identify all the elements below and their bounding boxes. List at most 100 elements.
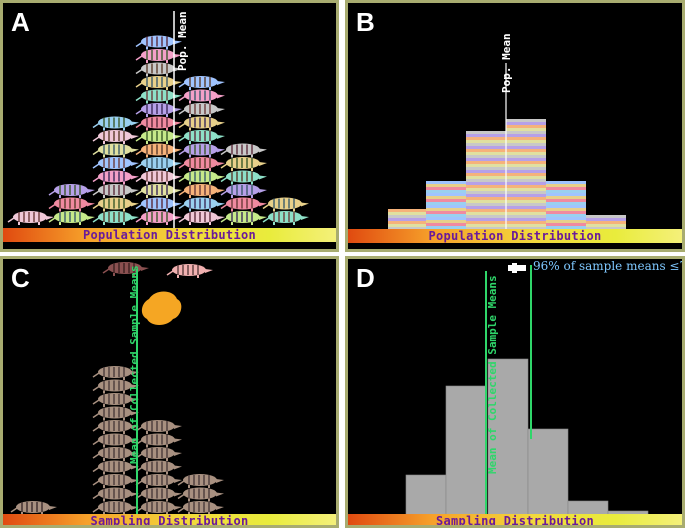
armadillo-icon — [135, 130, 182, 144]
histogram-bar — [445, 385, 487, 516]
armadillo-icon — [220, 184, 267, 198]
armadillo-icon — [92, 211, 139, 225]
panel-label: C — [11, 263, 30, 293]
sampling-histogram — [405, 263, 649, 516]
armadillo-icon — [178, 197, 225, 212]
armadillo-icon — [92, 447, 139, 461]
armadillo-icon — [92, 460, 139, 475]
armadillo-icon — [178, 170, 225, 185]
armadillo-icon — [135, 143, 182, 158]
armadillo-icon — [92, 170, 139, 185]
armadillo-icon — [135, 487, 182, 502]
armadillo-icon — [135, 170, 182, 185]
striped-histogram — [388, 63, 626, 230]
histogram-bar — [466, 131, 506, 230]
armadillo-icon — [92, 116, 139, 131]
histogram-bar — [527, 428, 569, 516]
armadillo-icon — [135, 116, 182, 131]
armadillo-icon — [135, 103, 182, 117]
pointing-hand-icon — [508, 263, 526, 273]
armadillo-icon — [92, 420, 139, 434]
armadillo-icon — [220, 197, 267, 212]
armadillo-icon — [178, 157, 225, 171]
armadillo-icon — [220, 211, 267, 225]
histogram-bar — [506, 119, 546, 230]
armadillo-icon — [92, 433, 139, 448]
histogram-bar — [405, 474, 447, 516]
armadillo-icon — [178, 76, 225, 90]
armadillo-icon — [48, 197, 95, 212]
armadillo-icon — [135, 62, 182, 77]
bar-title: Sampling Distribution — [435, 514, 595, 528]
armadillo-icon — [262, 197, 309, 212]
armadillo-icon — [92, 474, 139, 488]
histogram-bar — [426, 181, 466, 229]
armadillo-icon — [92, 143, 139, 158]
armadillo-icon — [92, 393, 139, 407]
panel-c-sampling-pictograph: C Mean of Collected Sample Means Samplin… — [0, 256, 339, 528]
armadillo-icon — [92, 197, 139, 212]
armadillo-icon — [48, 211, 95, 225]
pop-mean-label: Pop. Mean — [176, 11, 189, 71]
armadillo-icon — [166, 264, 213, 278]
armadillo-icon — [177, 501, 224, 515]
bar-title: Sampling Distribution — [90, 514, 249, 528]
armadillo-icon — [220, 143, 267, 158]
bar-title: Population Distribution — [428, 229, 602, 243]
distribution-bar: Sampling Distribution — [3, 514, 336, 528]
distribution-bar: Sampling Distribution — [348, 514, 682, 528]
armadillo-icon — [135, 433, 182, 448]
armadillo-icon — [135, 157, 182, 171]
panel-label: A — [11, 7, 30, 37]
armadillo-icon — [92, 130, 139, 144]
mean-of-sample-means-label: Mean of Collected Sample Means — [128, 265, 141, 464]
armadillo-icon — [135, 197, 182, 212]
sample-means-stack-plot — [10, 262, 224, 515]
distribution-bar: Population Distribution — [348, 229, 682, 243]
armadillo-icon — [92, 487, 139, 502]
histogram-bar — [388, 209, 428, 230]
armadillo-icon — [262, 211, 309, 225]
panel-label: D — [356, 263, 375, 293]
armadillo-icon — [92, 366, 139, 380]
armadillo-icon — [178, 103, 225, 117]
histogram-bar — [546, 181, 586, 229]
armadillo-icon — [135, 76, 182, 90]
armadillo-icon — [48, 184, 95, 198]
histogram-bar — [567, 500, 609, 516]
armadillo-icon — [178, 116, 225, 131]
panel-b-population-histogram: B Pop. Mean Population Distribution — [345, 0, 685, 252]
armadillo-icon — [178, 130, 225, 144]
armadillo-icon — [178, 143, 225, 158]
armadillo-icon — [135, 184, 182, 198]
armadillo-icon — [220, 157, 267, 171]
armadillo-icon — [135, 447, 182, 461]
armadillo-icon — [92, 501, 139, 515]
armadillo-icon — [135, 501, 182, 515]
histogram-bar — [586, 215, 626, 230]
armadillo-icon — [92, 379, 139, 394]
armadillo-icon — [178, 89, 225, 104]
armadillo-icon — [135, 474, 182, 488]
armadillo-icon — [178, 211, 225, 225]
mean-of-sample-means-label: Mean of Collected Sample Means — [486, 275, 499, 474]
bar-title: Population Distribution — [82, 228, 257, 242]
armadillo-stack-plot — [7, 11, 309, 228]
armadillo-icon — [92, 157, 139, 171]
panel-a-population-pictograph: A Pop. Mean Population Distribution — [0, 0, 339, 252]
splash-icon — [141, 291, 182, 325]
armadillo-icon — [220, 170, 267, 185]
armadillo-icon — [10, 501, 57, 515]
armadillo-icon — [177, 474, 224, 488]
armadillo-icon — [135, 49, 182, 63]
panel-d-sampling-histogram: D Mean of Collected Sample Means 96% of … — [345, 256, 685, 528]
panel-label: B — [356, 7, 375, 37]
percentile-annotation: 96% of sample means ≤7 — [533, 259, 685, 273]
armadillo-icon — [135, 35, 182, 50]
armadillo-icon — [7, 211, 54, 225]
armadillo-icon — [135, 211, 182, 225]
armadillo-icon — [102, 262, 149, 276]
armadillo-icon — [135, 420, 182, 434]
armadillo-icon — [135, 89, 182, 104]
distribution-bar: Population Distribution — [3, 228, 336, 242]
